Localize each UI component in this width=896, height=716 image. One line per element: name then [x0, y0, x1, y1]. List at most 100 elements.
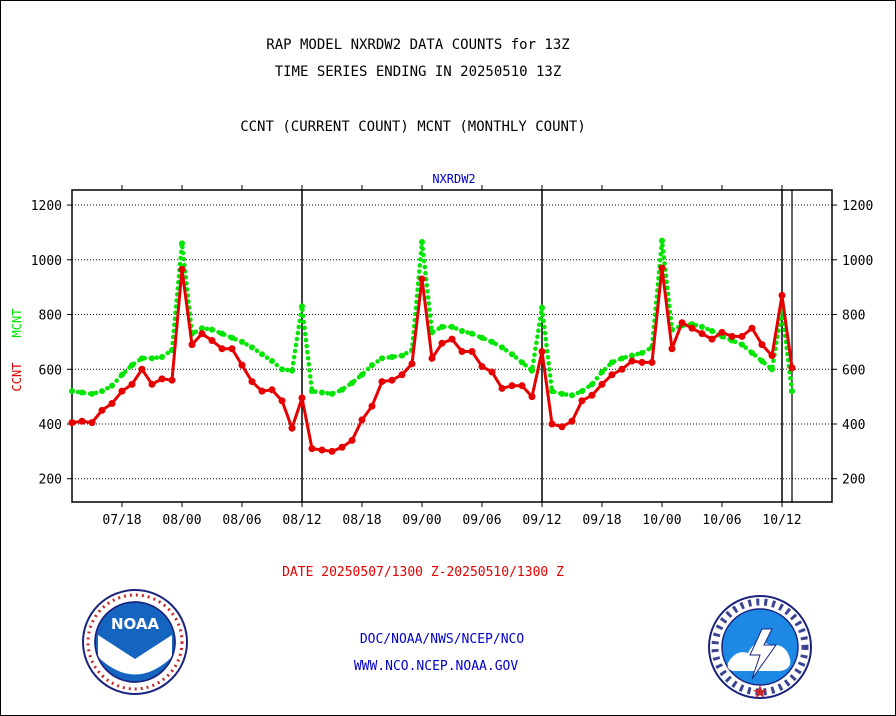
point-mcnt	[749, 349, 755, 356]
point-ccnt	[748, 324, 756, 332]
point-ccnt	[168, 376, 176, 384]
point-ccnt	[288, 424, 296, 432]
organization-link[interactable]: DOC/NOAA/NWS/NCEP/NCO	[359, 632, 525, 647]
x-tick-label: 09/06	[462, 513, 501, 528]
chart-title: RAP MODEL NXRDW2 DATA COUNTS for 13Z	[266, 37, 570, 53]
point-mcnt	[209, 326, 215, 333]
x-tick-label: 10/00	[642, 513, 681, 528]
point-ccnt	[638, 358, 646, 366]
point-mcnt	[619, 355, 625, 362]
x-tick-label: 09/18	[582, 513, 621, 528]
point-ccnt	[358, 416, 366, 424]
point-mcnt	[349, 379, 355, 386]
point-mcnt	[99, 388, 105, 395]
point-mcnt	[759, 358, 765, 365]
point-ccnt	[518, 382, 526, 390]
point-ccnt	[488, 368, 496, 376]
point-mcnt	[789, 388, 795, 395]
point-ccnt	[758, 341, 766, 349]
point-ccnt	[228, 345, 236, 353]
point-ccnt	[158, 375, 166, 383]
point-mcnt	[69, 388, 75, 395]
point-mcnt	[219, 330, 225, 337]
point-mcnt	[519, 359, 525, 366]
point-ccnt	[718, 328, 726, 336]
point-ccnt	[468, 347, 476, 355]
point-mcnt	[629, 352, 635, 359]
point-ccnt	[138, 365, 146, 373]
point-ccnt	[368, 402, 376, 410]
point-mcnt	[399, 352, 405, 359]
point-mcnt	[479, 334, 485, 341]
point-mcnt	[179, 240, 185, 247]
point-mcnt	[419, 239, 425, 245]
point-ccnt	[418, 275, 426, 283]
point-mcnt	[489, 338, 495, 345]
point-ccnt	[648, 358, 656, 366]
axis-layer	[67, 185, 837, 507]
x-tick-label: 07/18	[102, 513, 141, 528]
point-ccnt	[248, 378, 256, 386]
point-ccnt	[708, 335, 716, 343]
x-tick-label: 08/18	[342, 513, 381, 528]
chart-subtitle: TIME SERIES ENDING IN 20250510 13Z	[274, 64, 562, 80]
point-mcnt	[319, 389, 325, 396]
point-mcnt	[259, 351, 265, 358]
y-tick-label: 600	[39, 363, 62, 378]
point-ccnt	[628, 357, 636, 365]
point-ccnt	[678, 319, 686, 327]
noaa-logo: NOAA	[82, 589, 188, 695]
x-tick-label: 09/12	[522, 513, 561, 528]
point-mcnt	[499, 344, 505, 351]
y-tick-label: 1000	[31, 254, 62, 269]
point-mcnt	[639, 349, 645, 356]
point-ccnt	[318, 446, 326, 454]
plot-title: NXRDW2	[432, 172, 475, 186]
point-ccnt	[298, 394, 306, 402]
y-tick-label-right: 1000	[842, 254, 873, 269]
plot-border	[71, 189, 833, 503]
point-mcnt	[699, 323, 705, 330]
website-link[interactable]: WWW.NCO.NCEP.NOAA.GOV	[353, 659, 519, 674]
point-ccnt	[658, 264, 666, 272]
point-mcnt	[549, 388, 555, 395]
point-ccnt	[528, 393, 536, 401]
point-mcnt	[129, 362, 135, 369]
point-mcnt	[599, 369, 605, 375]
point-mcnt	[609, 359, 615, 366]
point-ccnt	[178, 265, 186, 273]
series-layer	[68, 237, 796, 455]
point-mcnt	[459, 327, 465, 334]
point-ccnt	[218, 345, 226, 353]
point-ccnt	[118, 387, 126, 395]
point-mcnt	[369, 362, 375, 369]
point-mcnt	[119, 371, 125, 378]
point-ccnt	[438, 339, 446, 347]
point-ccnt	[328, 447, 336, 455]
noaa-logo-text: NOAA	[111, 615, 160, 633]
point-mcnt	[569, 392, 575, 399]
point-mcnt	[709, 327, 715, 334]
point-ccnt	[408, 360, 416, 368]
point-mcnt	[389, 353, 395, 360]
point-ccnt	[458, 347, 466, 355]
point-ccnt	[608, 371, 616, 379]
point-ccnt	[478, 363, 486, 371]
x-tick-label: 09/00	[402, 513, 441, 528]
label-layer: 200 200 400 400 600 600 800 800 1000 1000 1200 1200…	[10, 172, 873, 528]
point-mcnt	[199, 325, 205, 332]
point-ccnt	[98, 406, 106, 414]
point-mcnt	[439, 323, 445, 330]
y-tick-label-right: 400	[842, 418, 865, 433]
point-mcnt	[429, 329, 435, 336]
point-ccnt	[578, 397, 586, 405]
point-mcnt	[269, 358, 275, 365]
point-mcnt	[279, 366, 285, 373]
point-ccnt	[148, 380, 156, 388]
point-mcnt	[329, 390, 335, 397]
point-ccnt	[668, 345, 676, 353]
y-tick-label-right: 600	[842, 363, 865, 378]
x-tick-label: 08/00	[162, 513, 201, 528]
date-range: DATE 20250507/1300 Z-20250510/1300 Z	[282, 565, 564, 580]
y-tick-label: 200	[39, 473, 62, 488]
